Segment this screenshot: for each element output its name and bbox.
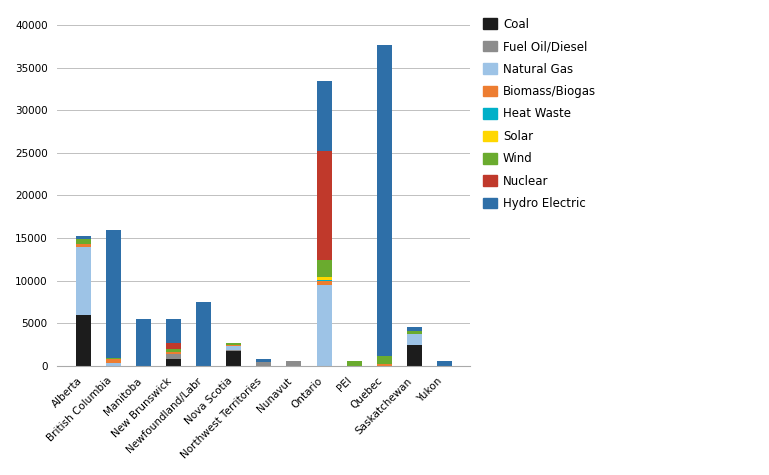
Bar — [166, 349, 181, 352]
Bar — [226, 346, 241, 350]
Bar — [106, 230, 122, 358]
Bar — [76, 247, 92, 315]
Bar — [407, 334, 421, 345]
Bar — [166, 352, 181, 354]
Bar — [166, 320, 181, 343]
Bar — [317, 81, 331, 151]
Bar — [196, 302, 211, 366]
Bar — [317, 280, 331, 281]
Bar — [437, 361, 451, 366]
Bar — [226, 345, 241, 346]
Bar — [226, 350, 241, 351]
Bar — [76, 315, 92, 366]
Bar — [377, 364, 391, 366]
Bar — [317, 260, 331, 277]
Bar — [317, 281, 331, 285]
Bar — [317, 285, 331, 366]
Bar — [76, 239, 92, 245]
Bar — [166, 354, 181, 359]
Bar — [106, 358, 122, 359]
Bar — [256, 361, 271, 366]
Bar — [226, 343, 241, 345]
Bar — [106, 359, 122, 362]
Bar — [407, 331, 421, 334]
Bar — [377, 356, 391, 364]
Bar — [166, 343, 181, 349]
Bar — [377, 45, 391, 356]
Bar — [226, 351, 241, 366]
Bar — [166, 359, 181, 366]
Bar — [317, 277, 331, 280]
Legend: Coal, Fuel Oil/Diesel, Natural Gas, Biomass/Biogas, Heat Waste, Solar, Wind, Nuc: Coal, Fuel Oil/Diesel, Natural Gas, Biom… — [481, 15, 598, 213]
Bar — [407, 345, 421, 366]
Bar — [407, 327, 421, 331]
Bar — [287, 361, 301, 366]
Bar — [106, 362, 122, 366]
Bar — [256, 359, 271, 361]
Bar — [76, 245, 92, 247]
Bar — [136, 319, 151, 366]
Bar — [76, 237, 92, 239]
Bar — [317, 151, 331, 260]
Bar — [347, 361, 361, 366]
